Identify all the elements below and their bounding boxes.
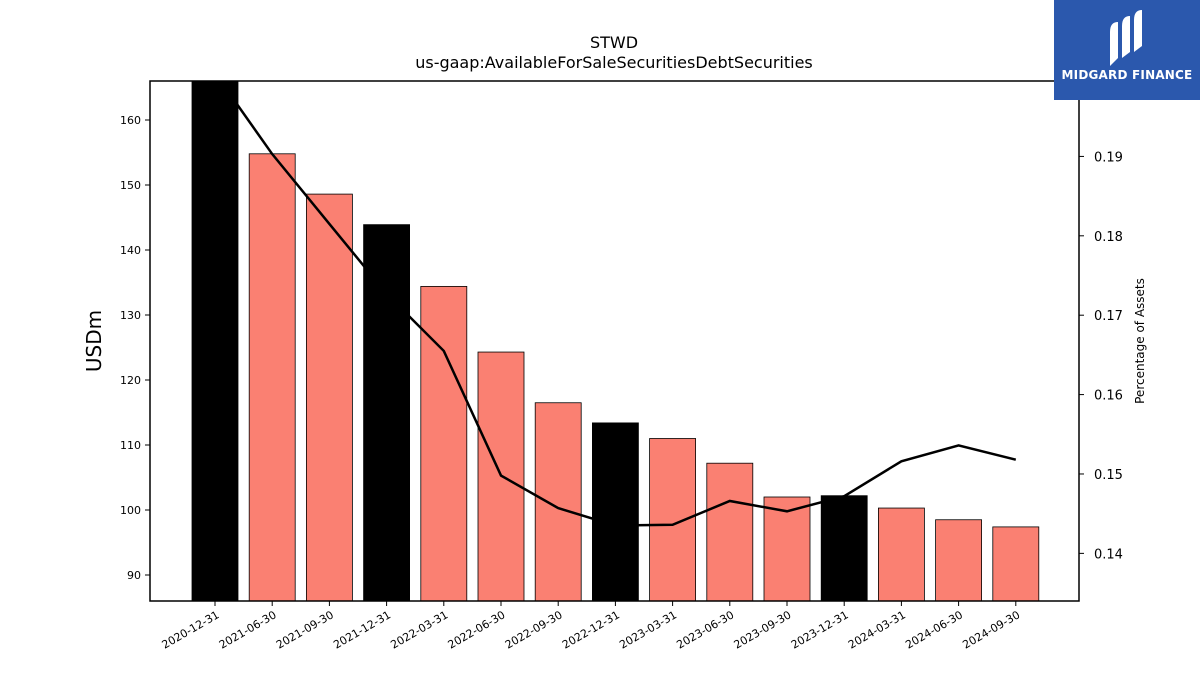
y-tick-label-100: 100: [120, 504, 141, 517]
x-tick-label-2022-06-30: 2022-06-30: [446, 608, 508, 651]
x-tick-label-2022-03-31: 2022-03-31: [388, 608, 450, 651]
x-tick-label-2023-06-30: 2023-06-30: [674, 608, 736, 651]
x-tick-label-2021-06-30: 2021-06-30: [217, 608, 279, 651]
x-tick-label-2023-12-31: 2023-12-31: [789, 608, 851, 651]
x-tick-label-2023-03-31: 2023-03-31: [617, 608, 679, 651]
bar-2021-12-31: [363, 224, 411, 602]
y-tick-label-120: 120: [120, 374, 141, 387]
chart-title: STWD: [590, 33, 638, 52]
x-tick-label-2024-09-30: 2024-09-30: [960, 608, 1022, 651]
x-tick-label-2024-03-31: 2024-03-31: [846, 608, 908, 651]
y-tick-label-110: 110: [120, 439, 141, 452]
bar-2022-03-31: [420, 285, 468, 602]
y2-tick-label-0.18: 0.18: [1094, 230, 1123, 245]
logo-text: MIDGARD FINANCE: [1061, 68, 1193, 82]
bar-2021-09-30: [305, 193, 353, 602]
bar-2023-12-31: [820, 495, 868, 602]
percentage-of-assets-line: [219, 81, 1017, 527]
y-tick-label-160: 160: [120, 114, 141, 127]
x-tick-label-2022-12-31: 2022-12-31: [560, 608, 622, 651]
y2-tick-label-0.19: 0.19: [1094, 150, 1123, 165]
bar-2024-06-30: [935, 519, 982, 602]
y2-axis-label: Percentage of Assets: [1133, 278, 1147, 404]
x-tick-label-2020-12-31: 2020-12-31: [160, 608, 222, 651]
y2-tick-label-0.14: 0.14: [1094, 547, 1123, 562]
bar-2022-09-30: [534, 402, 582, 602]
y2-tick-label-0.15: 0.15: [1094, 468, 1123, 483]
x-tick-label-2021-12-31: 2021-12-31: [331, 608, 393, 651]
bar-2022-12-31: [592, 422, 639, 602]
bar-2020-12-31: [191, 80, 239, 602]
bars-layer: [191, 80, 1040, 602]
bar-2023-09-30: [763, 496, 811, 602]
chart-subtitle: us-gaap:AvailableForSaleSecuritiesDebtSe…: [415, 53, 813, 72]
y-tick-label-90: 90: [127, 569, 141, 582]
y2-tick-label-0.17: 0.17: [1094, 309, 1123, 324]
bar-2024-03-31: [878, 507, 925, 602]
y-tick-label-140: 140: [120, 244, 141, 257]
y-axis-label: USDm: [82, 310, 106, 372]
bar-2023-03-31: [649, 438, 696, 602]
y-tick-label-130: 130: [120, 309, 141, 322]
y-tick-label-150: 150: [120, 179, 141, 192]
bar-2023-06-30: [706, 462, 754, 602]
bar-2024-09-30: [992, 526, 1040, 602]
bar-2021-06-30: [248, 153, 296, 602]
line-layer: [219, 81, 1017, 527]
x-tick-label-2024-06-30: 2024-06-30: [903, 608, 965, 651]
x-tick-label-2023-09-30: 2023-09-30: [732, 608, 794, 651]
midgard-logo-mark-icon: [1110, 10, 1142, 66]
x-tick-label-2021-09-30: 2021-09-30: [274, 608, 336, 651]
y2-tick-label-0.16: 0.16: [1094, 389, 1123, 404]
midgard-logo: MIDGARD FINANCE: [1054, 0, 1200, 100]
plot-frame: [149, 80, 1080, 602]
x-tick-label-2022-09-30: 2022-09-30: [503, 608, 565, 651]
